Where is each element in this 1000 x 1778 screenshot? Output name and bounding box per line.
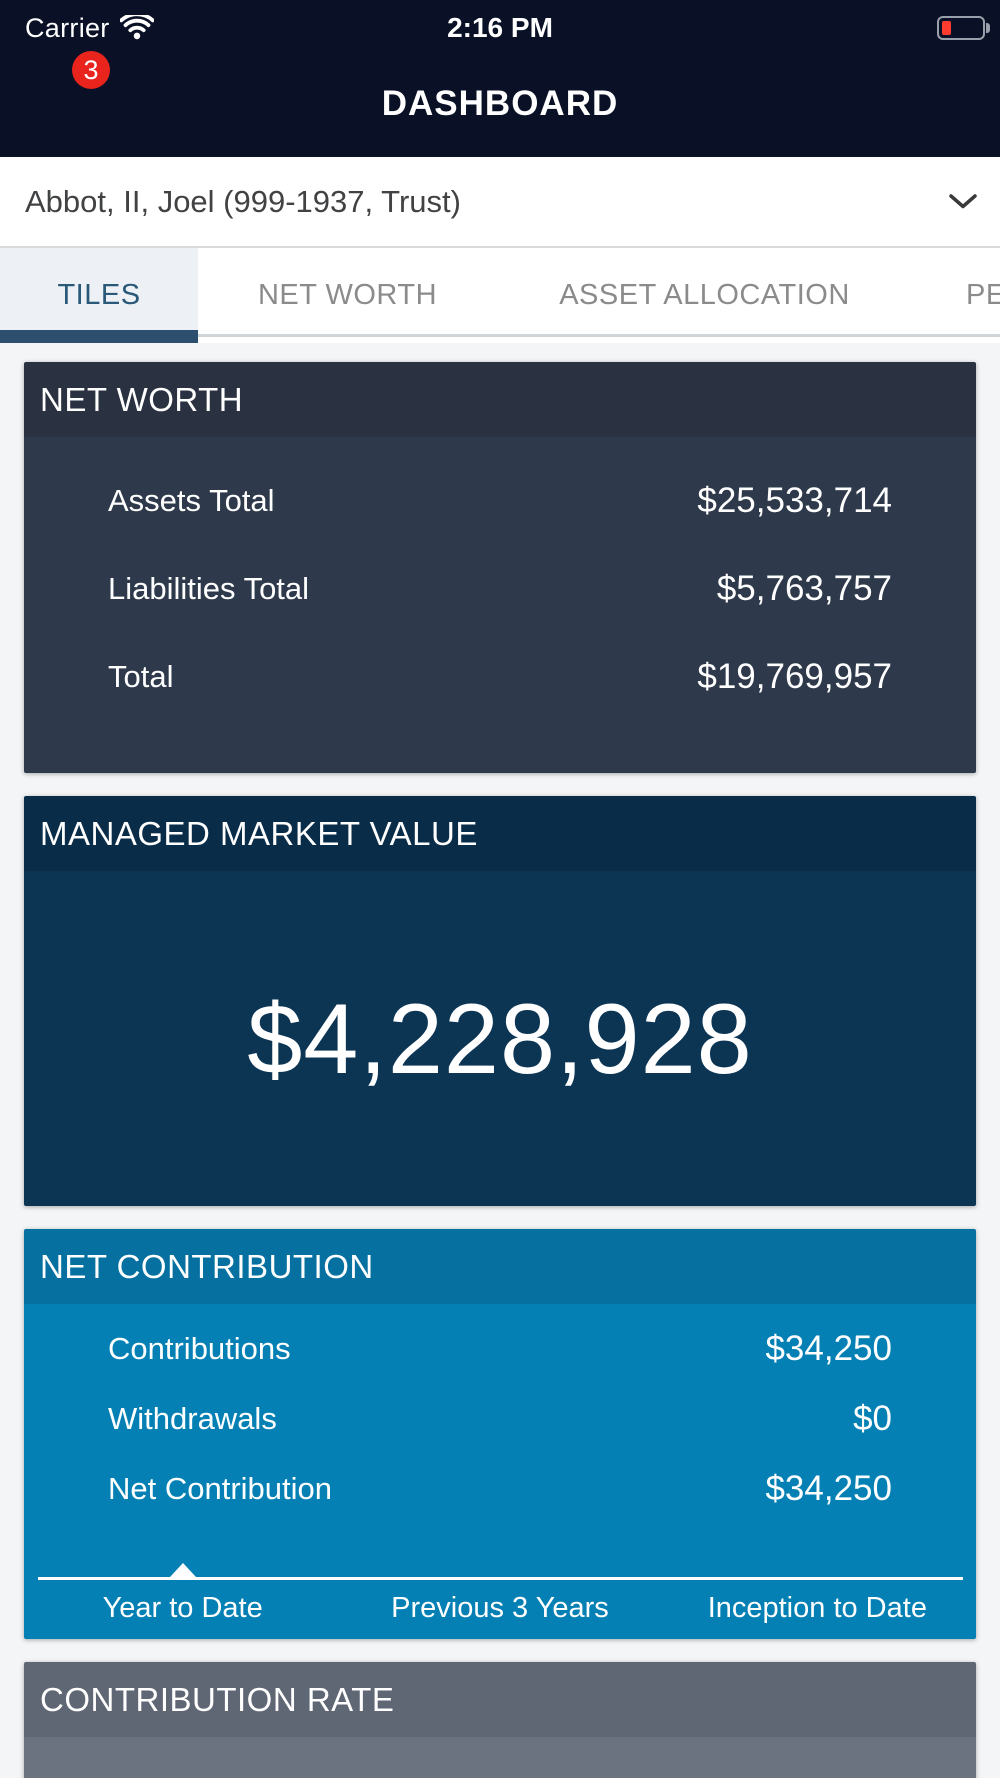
managed-market-value-card: MANAGED MARKET VALUE $4,228,928 xyxy=(24,796,976,1206)
net-worth-body: Assets Total $25,533,714 Liabilities Tot… xyxy=(24,437,976,773)
row-label: Liabilities Total xyxy=(108,571,310,606)
row-label: Assets Total xyxy=(108,483,275,518)
period-inception-to-date[interactable]: Inception to Date xyxy=(707,1591,927,1624)
tab-asset-allocation[interactable]: ASSET ALLOCATION xyxy=(559,279,850,311)
section-tabs: TILES NET WORTH ASSET ALLOCATION PE xyxy=(0,248,1000,343)
period-selector: Year to Date Previous 3 Years Inception … xyxy=(24,1563,976,1639)
table-row: Net Contribution $34,250 xyxy=(108,1454,892,1524)
status-bar: Carrier 2:16 PM xyxy=(0,0,1000,50)
card-title: NET CONTRIBUTION xyxy=(24,1229,976,1304)
card-title: MANAGED MARKET VALUE xyxy=(24,796,976,871)
row-value: $5,763,757 xyxy=(716,569,892,608)
row-value: $25,533,714 xyxy=(697,481,892,520)
notification-badge[interactable]: 3 xyxy=(72,51,110,89)
clock: 2:16 PM xyxy=(447,12,553,43)
row-value: $19,769,957 xyxy=(697,657,892,696)
period-year-to-date[interactable]: Year to Date xyxy=(102,1591,263,1624)
chevron-down-icon xyxy=(948,193,978,210)
row-label: Net Contribution xyxy=(108,1471,333,1506)
battery-icon xyxy=(937,16,985,40)
table-row: Withdrawals $0 xyxy=(108,1384,892,1454)
net-worth-card: NET WORTH Assets Total $25,533,714 Liabi… xyxy=(24,362,976,773)
nav-bar: 3 DASHBOARD xyxy=(0,50,1000,157)
tab-performance[interactable]: PE xyxy=(966,279,1000,311)
period-previous-3-years[interactable]: Previous 3 Years xyxy=(391,1591,609,1624)
carrier-label: Carrier xyxy=(25,12,110,43)
table-row: Assets Total $25,533,714 xyxy=(108,461,892,541)
row-value: $34,250 xyxy=(765,1469,892,1508)
table-row: Contributions $34,250 xyxy=(108,1314,892,1384)
contribution-rate-card: CONTRIBUTION RATE xyxy=(24,1662,976,1778)
active-period-indicator xyxy=(169,1563,196,1577)
tab-net-worth[interactable]: NET WORTH xyxy=(257,279,438,311)
contribution-rate-body xyxy=(24,1737,976,1778)
managed-market-value: $4,228,928 xyxy=(247,982,753,1094)
row-value: $34,250 xyxy=(765,1329,892,1368)
row-label: Total xyxy=(108,659,174,694)
card-title: NET WORTH xyxy=(24,362,976,437)
managed-market-value-body: $4,228,928 xyxy=(24,871,976,1206)
account-selector[interactable]: Abbot, II, Joel (999-1937, Trust) xyxy=(0,157,1000,248)
top-header: Carrier 2:16 PM 3 DASHBOARD xyxy=(0,0,1000,157)
tab-tiles[interactable]: TILES xyxy=(0,248,198,343)
card-title: CONTRIBUTION RATE xyxy=(24,1662,976,1737)
row-label: Contributions xyxy=(108,1331,291,1366)
net-contribution-card: NET CONTRIBUTION Contributions $34,250 W… xyxy=(24,1229,976,1639)
row-label: Withdrawals xyxy=(108,1401,277,1436)
net-contribution-body: Contributions $34,250 Withdrawals $0 Net… xyxy=(24,1304,976,1639)
page-title: DASHBOARD xyxy=(381,83,619,123)
account-name: Abbot, II, Joel (999-1937, Trust) xyxy=(25,183,461,219)
battery-level xyxy=(942,21,951,35)
row-value: $0 xyxy=(853,1399,892,1438)
wifi-icon xyxy=(119,15,154,41)
tiles-content: NET WORTH Assets Total $25,533,714 Liabi… xyxy=(0,343,1000,1778)
table-row: Total $19,769,957 xyxy=(108,637,892,717)
table-row: Liabilities Total $5,763,757 xyxy=(108,549,892,629)
